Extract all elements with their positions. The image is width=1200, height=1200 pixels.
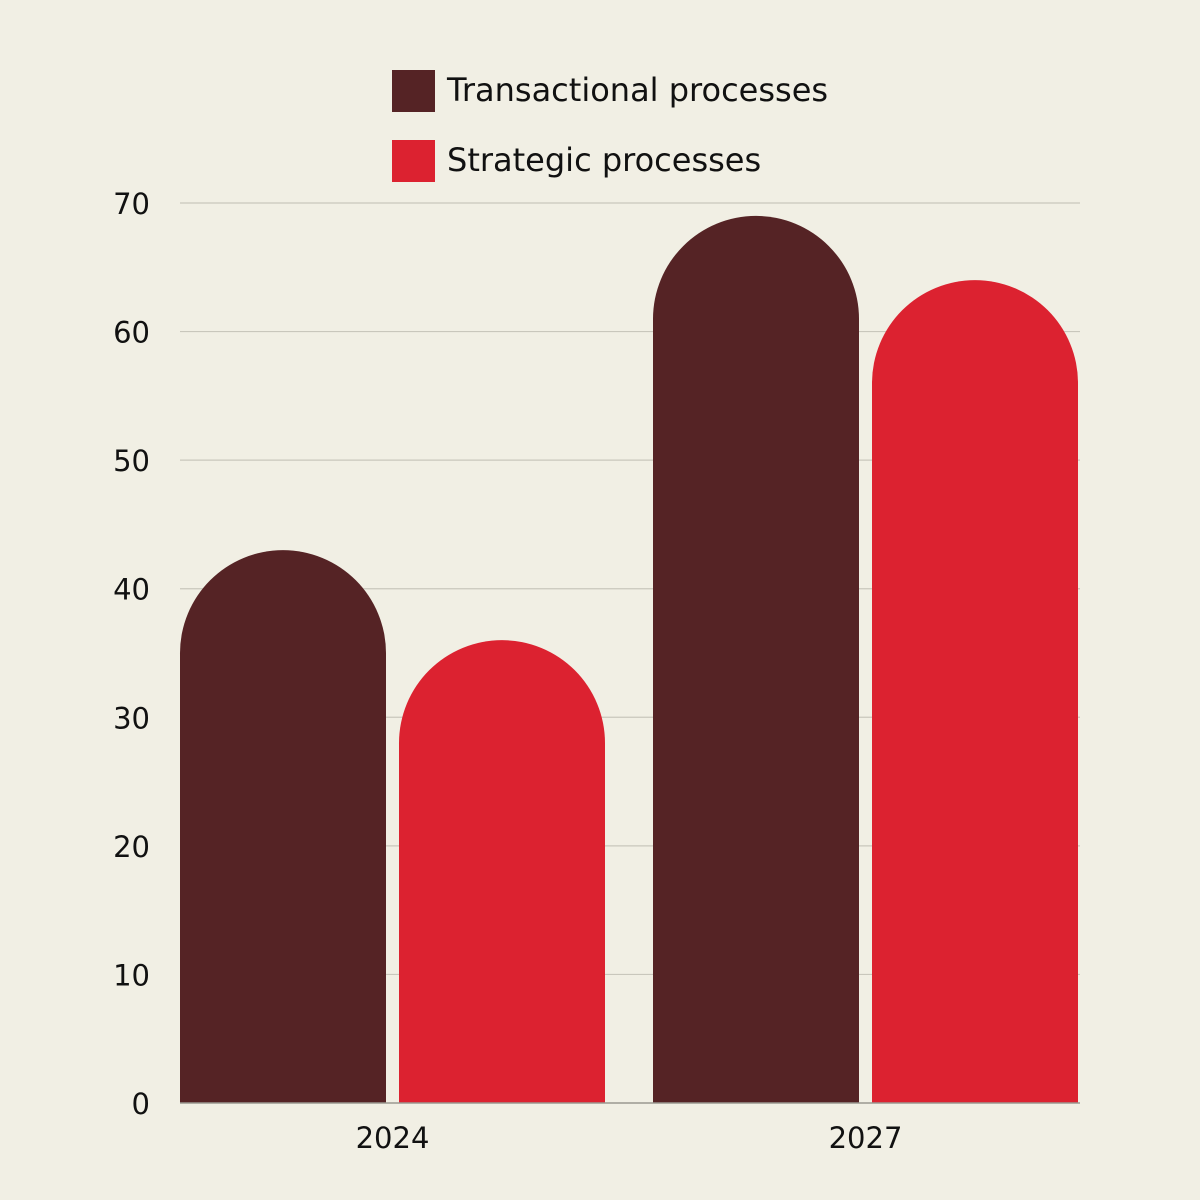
- bars: [180, 215, 1078, 1104]
- legend-label: Transactional processes: [446, 71, 828, 109]
- bar-strategic-processes-2027: [872, 280, 1078, 1104]
- y-tick-label: 50: [113, 444, 150, 478]
- legend-swatch: [392, 140, 435, 182]
- y-tick-label: 20: [113, 830, 150, 864]
- y-tick-label: 30: [113, 701, 150, 735]
- bar-transactional-processes-2024: [180, 550, 386, 1103]
- y-tick-label: 70: [113, 187, 150, 221]
- bar-strategic-processes-2024: [399, 640, 605, 1103]
- y-tick-label: 40: [113, 573, 150, 607]
- y-axis: 0 10 20 30 40 50 60 70: [113, 187, 150, 1121]
- y-tick-label: 60: [113, 316, 150, 350]
- x-tick-label: 2024: [356, 1121, 430, 1155]
- y-tick-label: 10: [113, 958, 150, 992]
- legend: Transactional processes Strategic process…: [392, 70, 828, 182]
- x-tick-label: 2027: [829, 1121, 903, 1155]
- y-tick-label: 0: [132, 1087, 150, 1121]
- x-axis: 2024 2027: [356, 1121, 903, 1155]
- legend-swatch: [392, 70, 435, 112]
- legend-label: Strategic processes: [447, 141, 761, 179]
- bar-transactional-processes-2027: [653, 215, 859, 1103]
